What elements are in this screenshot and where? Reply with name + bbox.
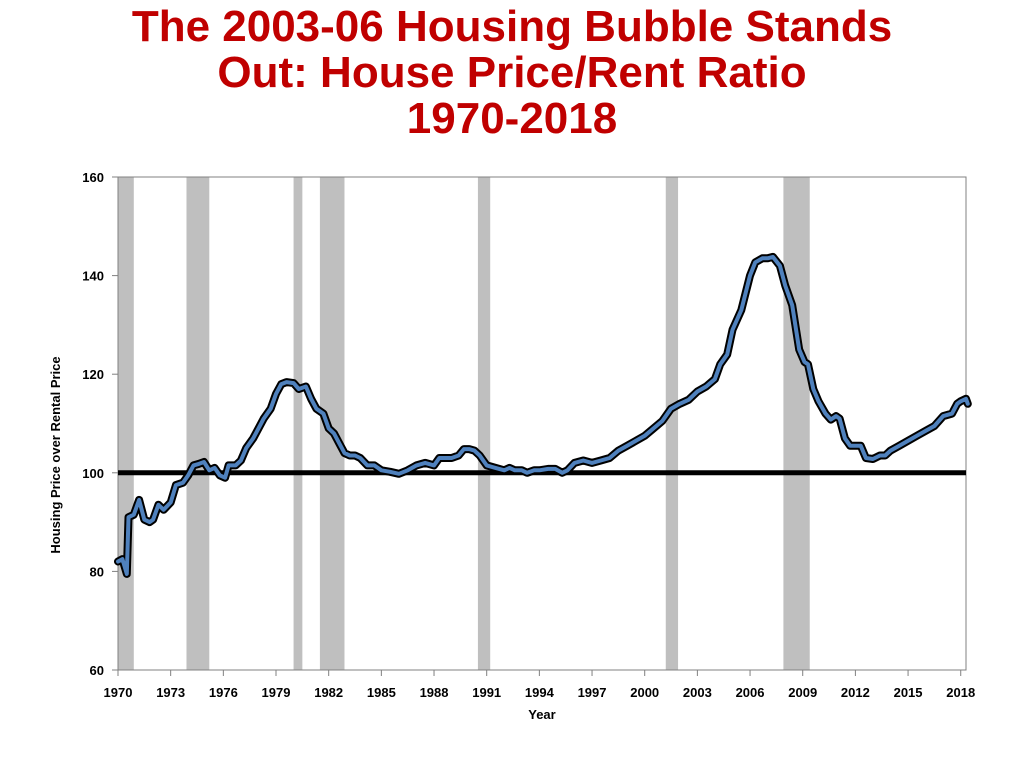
y-tick-label: 100 — [82, 466, 104, 481]
recession-band-5 — [477, 177, 491, 670]
recession-bands — [118, 177, 810, 670]
y-axis-label: Housing Price over Rental Price — [48, 356, 63, 553]
recession-band-7 — [783, 177, 810, 670]
x-tick-label: 1982 — [314, 685, 343, 700]
x-tick-label: 2012 — [841, 685, 870, 700]
recession-band-6 — [665, 177, 679, 670]
x-tick-label: 1985 — [367, 685, 396, 700]
plot-area-frame — [117, 176, 967, 671]
x-tick-label: 2000 — [630, 685, 659, 700]
x-tick-label: 1976 — [209, 685, 238, 700]
x-tick-label: 2015 — [894, 685, 923, 700]
chart-title-line-2: Out: House Price/Rent Ratio — [217, 48, 807, 97]
recession-band-2 — [186, 177, 210, 670]
x-tick-label: 1979 — [262, 685, 291, 700]
y-tick-label: 120 — [82, 367, 104, 382]
recession-band-1 — [118, 177, 134, 670]
x-tick-label: 1970 — [104, 685, 133, 700]
y-tick-label: 60 — [90, 663, 104, 678]
series-line-outline — [114, 252, 972, 578]
series-layer — [114, 252, 972, 578]
x-tick-label: 1994 — [525, 685, 555, 700]
x-tick-label: 1973 — [156, 685, 185, 700]
series-line — [116, 254, 970, 576]
recession-band-3 — [293, 177, 303, 670]
y-tick-label: 160 — [82, 170, 104, 185]
x-tick-label: 2018 — [946, 685, 975, 700]
chart-title-line-3: 1970-2018 — [406, 94, 618, 143]
x-tick-label: 1997 — [578, 685, 607, 700]
y-tick-label: 140 — [82, 269, 104, 284]
chart-title-line-1: The 2003-06 Housing Bubble Stands — [131, 2, 893, 51]
y-tick-label: 80 — [90, 564, 104, 579]
x-tick-label: 2006 — [736, 685, 765, 700]
axes: 60 80 100 120 140 160 1970 1973 1976 1979 1982 1985… — [82, 170, 975, 700]
x-tick-label: 2003 — [683, 685, 712, 700]
x-tick-label: 1991 — [472, 685, 501, 700]
x-axis-label: Year — [528, 707, 555, 722]
x-tick-label: 2009 — [788, 685, 817, 700]
x-tick-label: 1988 — [420, 685, 449, 700]
chart-title: The 2003-06 Housing Bubble Stands Out: H… — [0, 0, 1024, 142]
